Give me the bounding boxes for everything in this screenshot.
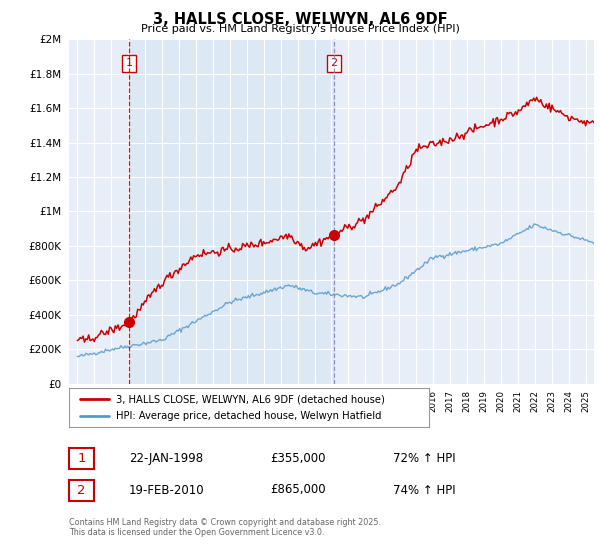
Text: £865,000: £865,000 [270,483,326,497]
Text: 3, HALLS CLOSE, WELWYN, AL6 9DF (detached house): 3, HALLS CLOSE, WELWYN, AL6 9DF (detache… [116,394,385,404]
Text: HPI: Average price, detached house, Welwyn Hatfield: HPI: Average price, detached house, Welw… [116,411,382,421]
Text: 3, HALLS CLOSE, WELWYN, AL6 9DF: 3, HALLS CLOSE, WELWYN, AL6 9DF [152,12,448,27]
Text: 19-FEB-2010: 19-FEB-2010 [129,483,205,497]
Text: 2: 2 [330,58,337,68]
Text: 1: 1 [77,452,86,465]
Text: 72% ↑ HPI: 72% ↑ HPI [393,451,455,465]
Bar [129,39,334,384]
Text: 1: 1 [125,58,133,68]
Text: 22-JAN-1998: 22-JAN-1998 [129,451,203,465]
Text: £355,000: £355,000 [270,451,325,465]
Text: 74% ↑ HPI: 74% ↑ HPI [393,483,455,497]
Text: 2: 2 [77,484,86,497]
Text: Price paid vs. HM Land Registry's House Price Index (HPI): Price paid vs. HM Land Registry's House … [140,24,460,34]
Text: Contains HM Land Registry data © Crown copyright and database right 2025.
This d: Contains HM Land Registry data © Crown c… [69,518,381,538]
